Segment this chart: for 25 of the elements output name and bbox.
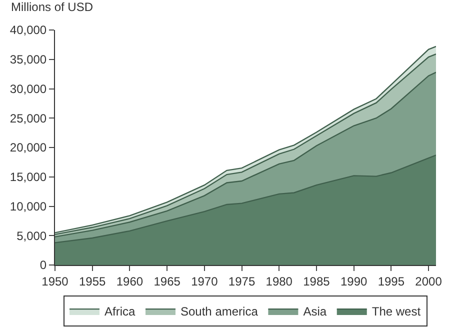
y-tick-label: 35,000 [10,52,47,67]
legend-label: The west [372,304,422,319]
y-axis-title: Millions of USD [11,0,94,14]
x-tick-label: 2000 [415,274,442,288]
x-tick-label: 1980 [266,274,293,288]
y-tick-label: 30,000 [10,82,47,96]
x-tick-label: 1975 [228,274,256,288]
x-tick-label: 1995 [378,274,405,288]
legend-label: Asia [303,304,327,319]
y-tick-label: 40,000 [10,23,47,38]
y-tick-label: 15,000 [10,170,47,184]
x-tick-label: 1985 [303,274,330,288]
x-tick-label: 1955 [79,274,106,288]
x-tick-label: 1960 [116,274,144,288]
y-tick-label: 25,000 [10,111,47,126]
legend-label: South america [180,304,258,319]
x-tick-label: 1965 [154,274,181,288]
legend-label: Africa [104,304,136,319]
y-tick-label: 20,000 [10,140,47,155]
y-tick-label: 10,000 [10,199,47,214]
y-tick-label: 0 [40,258,47,272]
x-tick-label: 1970 [191,274,218,288]
y-tick-label: 5,000 [16,228,47,243]
x-tick-label: 1950 [42,274,69,288]
x-tick-label: 1990 [340,274,368,288]
